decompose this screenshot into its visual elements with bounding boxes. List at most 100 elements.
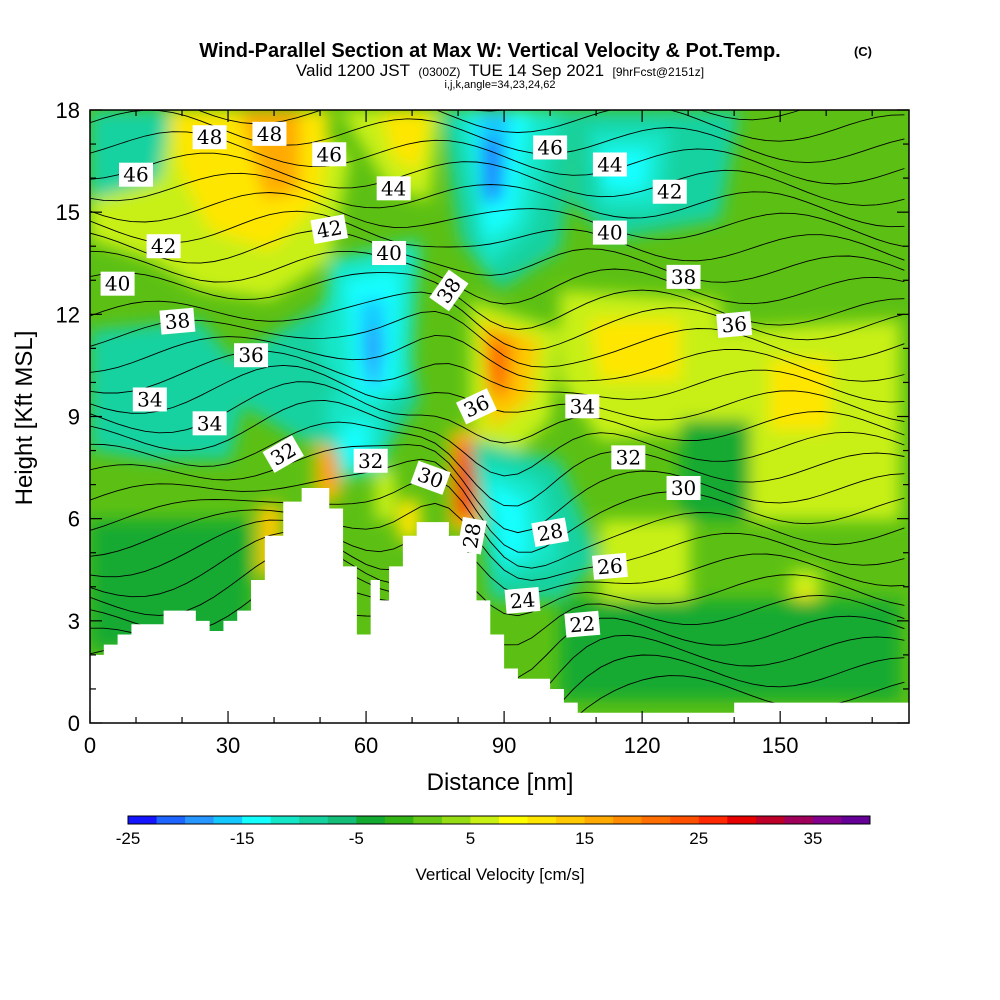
theta-label-box: [146, 234, 181, 259]
colorbar: -25 -15 -5 5 15 25 35: [116, 815, 871, 848]
theta-label-text: 46: [317, 142, 342, 166]
theta-contour-line: [90, 478, 905, 569]
theta-label-box: [611, 445, 646, 470]
theta-contour-line: [90, 250, 905, 305]
colorbar-swatch: [499, 816, 529, 824]
theta-label-box: [262, 435, 304, 473]
theta-label-text: 38: [671, 265, 696, 289]
theta-label-box: [234, 343, 269, 368]
y-tick-label: 12: [56, 302, 80, 327]
theta-contour-line: [90, 152, 905, 206]
theta-label-box: [376, 176, 411, 201]
theta-label-text: 44: [597, 152, 622, 176]
theta-label-box: [504, 586, 541, 614]
colorbar-swatch: [727, 816, 757, 824]
theta-label-text: 38: [164, 308, 191, 334]
theta-label-text: 42: [657, 180, 682, 204]
colorbar-swatch: [613, 816, 643, 824]
colorbar-swatch: [242, 816, 272, 824]
colorbar-swatch: [698, 816, 728, 824]
theta-label-box: [119, 162, 154, 187]
colorbar-swatch: [470, 816, 500, 824]
theta-label: 46: [533, 135, 568, 160]
theta-label-box: [457, 516, 487, 555]
theta-label-box: [592, 152, 627, 177]
y-tick-label: 15: [56, 200, 80, 225]
theta-label: 22: [564, 610, 601, 638]
colorbar-swatch: [384, 816, 414, 824]
updraft-region: [375, 470, 395, 520]
theta-label-text: 40: [597, 221, 622, 245]
theta-label: 28: [457, 516, 487, 555]
theta-label-text: 42: [151, 234, 176, 258]
colorbar-tick-label: 25: [689, 829, 708, 848]
theta-label: 28: [531, 517, 569, 548]
theta-label: 34: [132, 387, 167, 412]
theta-label-box: [132, 387, 167, 412]
downdraft-region: [680, 420, 750, 520]
theta-label-box: [100, 271, 135, 296]
chart-subtitle: Valid 1200 JST (0300Z) TUE 14 Sep 2021 […: [296, 61, 704, 80]
theta-label: 36: [234, 343, 269, 368]
colorbar-swatch: [841, 816, 871, 824]
y-tick-label: 18: [56, 98, 80, 123]
theta-label-box: [192, 411, 227, 436]
theta-label: 48: [252, 121, 287, 146]
theta-label-text: 48: [257, 122, 282, 146]
theta-contour-line: [196, 110, 905, 142]
x-tick-label: 0: [84, 733, 96, 758]
theta-label: 34: [192, 411, 227, 436]
theta-contour-line: [90, 172, 905, 228]
subtitle-date: TUE 14 Sep 2021: [469, 61, 604, 80]
colorbar-swatch: [327, 816, 357, 824]
updraft-region: [460, 460, 472, 515]
theta-label-text: 46: [537, 135, 562, 159]
theta-label: 32: [353, 448, 388, 473]
theta-contours: [90, 110, 905, 723]
downdraft-region: [200, 520, 240, 600]
subtitle-utc: (0300Z): [418, 65, 460, 79]
theta-label-text: 34: [570, 394, 595, 418]
theta-label: 44: [376, 176, 411, 201]
theta-label: 40: [592, 220, 627, 245]
theta-label-box: [429, 269, 469, 312]
colorbar-swatch: [784, 816, 814, 824]
theta-contour-line: [90, 399, 905, 477]
theta-label-text: 40: [376, 241, 401, 265]
colorbar-swatch: [185, 816, 215, 824]
colorbar-tick-label: -5: [349, 829, 364, 848]
subtitle-valid: Valid 1200 JST: [296, 61, 410, 80]
theta-contour-line: [90, 444, 905, 534]
theta-label-text: 36: [720, 311, 747, 337]
theta-contour-line: [90, 192, 905, 248]
theta-contour-line: [90, 334, 905, 382]
terrain-mask: [90, 488, 909, 723]
theta-label-box: [533, 135, 568, 160]
updraft-region: [380, 110, 430, 170]
chart-params: i,j,k,angle=34,23,24,62: [444, 79, 555, 91]
updraft-region: [488, 345, 502, 385]
theta-label-text: 22: [569, 611, 596, 637]
y-tick-label: 3: [68, 609, 80, 634]
theta-label: 44: [592, 152, 627, 177]
colorbar-swatch: [270, 816, 300, 824]
theta-label: 38: [666, 264, 701, 289]
y-axis-label: Height [Kft MSL]: [11, 331, 38, 506]
theta-contour-line: [90, 350, 905, 403]
theta-label-box: [591, 552, 628, 580]
y-tick-label: 6: [68, 507, 80, 532]
theta-label-box: [310, 214, 349, 244]
colorbar-swatch: [755, 816, 785, 824]
theta-contour-line: [90, 230, 905, 283]
theta-label: 42: [652, 179, 687, 204]
theta-label-text: 30: [671, 476, 696, 500]
chart-title: Wind-Parallel Section at Max W: Vertical…: [199, 40, 780, 62]
theta-contour-line: [90, 271, 905, 330]
theta-label: 42: [310, 214, 349, 244]
theta-label-box: [592, 220, 627, 245]
theta-label: 48: [192, 125, 227, 150]
theta-label-text: 28: [458, 521, 486, 550]
theta-label-box: [565, 394, 600, 419]
